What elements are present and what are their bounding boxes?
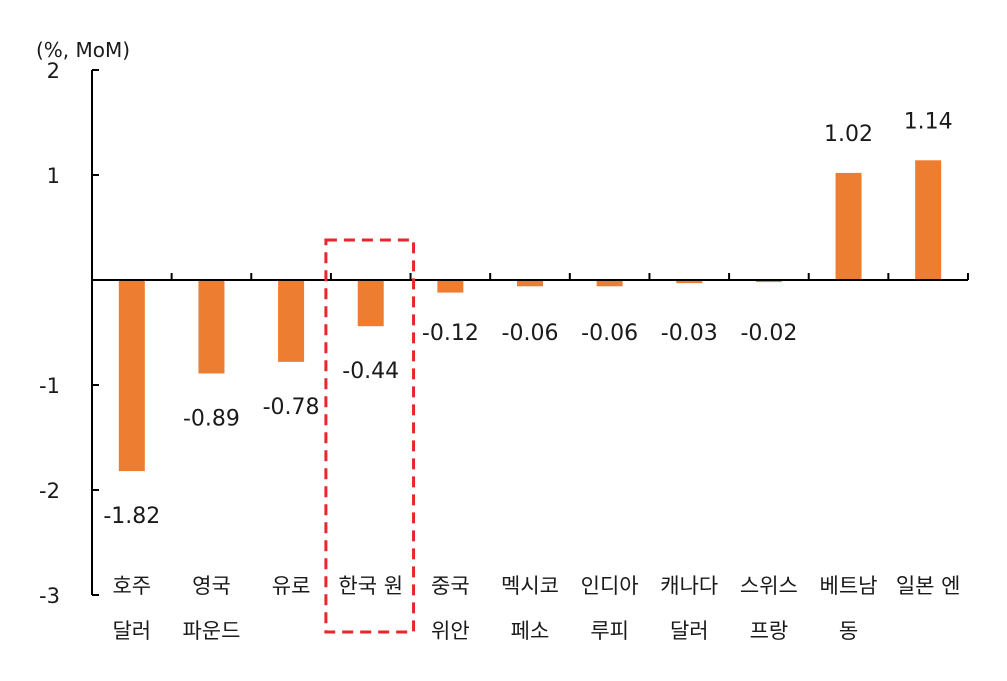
y-tick-label: -2 <box>39 479 60 503</box>
category-label: 멕시코 <box>501 574 559 598</box>
category-label: 호주 <box>112 574 151 598</box>
bar <box>198 280 225 374</box>
bar <box>437 280 464 293</box>
data-labels: -1.82 -0.89 -0.78 -0.44 -0.12 -0.06 -0.06 -0.03… <box>103 109 952 529</box>
data-label: 1.02 <box>824 122 873 147</box>
category-label: 동 <box>839 619 858 643</box>
bar <box>755 280 782 283</box>
bar <box>915 160 942 280</box>
category-label: 파운드 <box>182 619 240 643</box>
data-label: -0.06 <box>581 321 638 346</box>
data-label: -0.78 <box>263 395 320 420</box>
data-label: -0.06 <box>502 321 559 346</box>
y-tick-label: 2 <box>47 59 60 83</box>
category-label: 중국 <box>431 574 470 598</box>
y-tick-label: -3 <box>39 584 60 608</box>
y-axis: 2 1 -1 -2 -3 <box>39 59 99 608</box>
data-label: -1.82 <box>103 504 160 529</box>
category-label: 페소 <box>511 619 550 643</box>
category-label: 프랑 <box>750 619 789 643</box>
category-label: 위안 <box>431 619 470 643</box>
bar <box>835 172 862 280</box>
data-label: 1.14 <box>904 109 953 134</box>
bar <box>278 280 305 362</box>
category-label: 인디아 <box>581 574 639 598</box>
category-label: 한국 원 <box>338 574 403 598</box>
category-label: 스위스 <box>740 574 798 598</box>
data-label: -0.44 <box>342 359 399 384</box>
data-label: -0.12 <box>422 321 479 346</box>
highlight-box <box>324 238 416 634</box>
y-tick-label: 1 <box>47 164 60 188</box>
data-label: -0.03 <box>661 321 718 346</box>
category-label: 캐나다 <box>660 574 718 598</box>
bar <box>676 280 703 284</box>
category-label: 베트남 <box>820 574 878 598</box>
y-tick-label: -1 <box>39 374 60 398</box>
bar <box>357 280 384 327</box>
bar <box>517 280 543 287</box>
category-label: 루피 <box>590 619 629 643</box>
category-label: 달러 <box>670 619 709 643</box>
bar <box>118 280 145 472</box>
highlight-box-outline <box>324 238 416 634</box>
bar <box>596 280 623 287</box>
category-label: 달러 <box>112 619 151 643</box>
zero-axis <box>91 273 969 281</box>
y-axis-unit-label: (%, MoM) <box>36 38 130 62</box>
category-label: 일본 엔 <box>896 574 961 598</box>
data-label: -0.02 <box>740 321 797 346</box>
category-label: 영국 <box>192 574 231 598</box>
data-label: -0.89 <box>183 406 240 431</box>
bar-series <box>118 160 942 472</box>
category-label: 유로 <box>272 574 311 598</box>
